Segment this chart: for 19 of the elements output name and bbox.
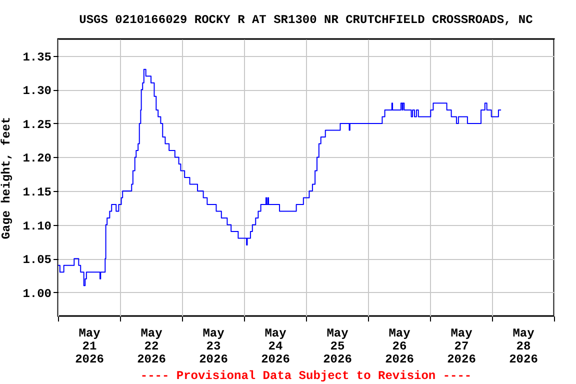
x-tick-label: May 23 2026 bbox=[199, 326, 228, 366]
text: ---- Provisional Data Subject to Revision ---- bbox=[140, 369, 472, 383]
x-tick-label: May 24 2026 bbox=[261, 326, 290, 366]
x-tick-label: May 22 2026 bbox=[137, 326, 166, 366]
y-tick-label: 1.30 bbox=[22, 84, 52, 98]
x-tick-label: May 25 2026 bbox=[323, 326, 352, 366]
y-axis-title: Gage height, feet bbox=[0, 116, 14, 240]
y-tick-label: 1.15 bbox=[22, 186, 52, 200]
x-tick-label: May 26 2026 bbox=[385, 326, 414, 366]
y-tick-label: 1.05 bbox=[22, 253, 52, 268]
x-tick-label: May 28 2026 bbox=[509, 326, 538, 366]
chart-title: USGS 0210166029 ROCKY R AT SR1300 NR CRUTCHFIELD CROSSROADS, NC bbox=[79, 13, 533, 27]
y-tick-label: 1.00 bbox=[22, 286, 52, 301]
y-tick-label: 1.25 bbox=[22, 118, 52, 132]
x-tick-label: May 27 2026 bbox=[447, 326, 476, 366]
y-tick-label: 1.35 bbox=[22, 50, 52, 64]
y-tick-label: 1.10 bbox=[22, 219, 52, 234]
y-tick-label: 1.20 bbox=[22, 152, 52, 166]
x-tick-label: May 21 2026 bbox=[75, 326, 104, 366]
